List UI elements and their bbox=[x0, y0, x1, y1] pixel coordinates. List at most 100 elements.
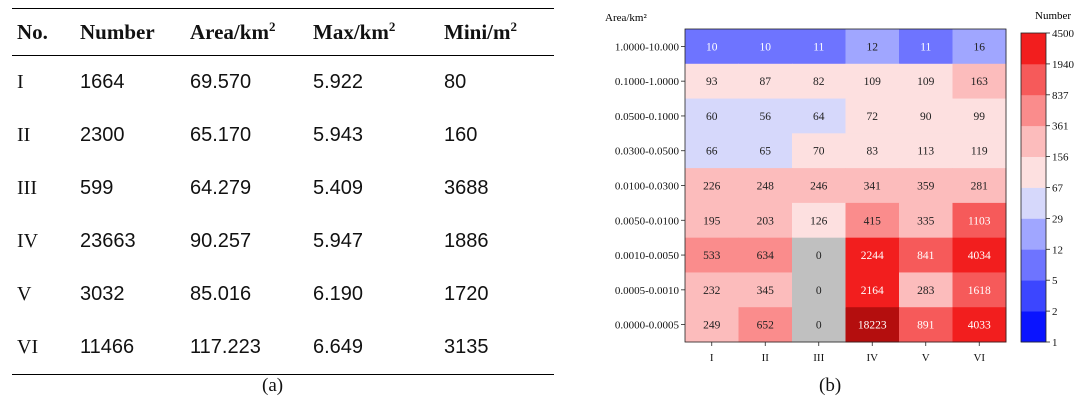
colorbar-segment bbox=[1021, 187, 1046, 219]
cell-value-label: 1103 bbox=[968, 215, 991, 227]
colorbar-tick-label: 361 bbox=[1052, 121, 1069, 133]
colorbar-tick-label: 12 bbox=[1052, 244, 1063, 256]
heatmap-cell bbox=[899, 307, 953, 343]
cell-value-label: 87 bbox=[760, 76, 772, 88]
cell-value-label: 203 bbox=[757, 215, 775, 227]
heatmap-cell bbox=[738, 29, 793, 65]
colorbar-segment bbox=[1021, 218, 1046, 250]
heatmap-cell bbox=[899, 63, 953, 100]
cell-value-label: 1618 bbox=[968, 285, 991, 297]
summary-table: No. Number Area/km2 Max/km2 Mini/m2 I 16… bbox=[12, 8, 554, 375]
cell-value-label: 232 bbox=[703, 285, 721, 297]
colorbar-segment bbox=[1021, 33, 1046, 65]
cell-value-label: 64 bbox=[813, 111, 825, 123]
header-no: No. bbox=[12, 8, 75, 56]
colorbar-tick-label: 1940 bbox=[1052, 59, 1075, 71]
colorbar-segment bbox=[1021, 156, 1046, 188]
x-tick-label: IV bbox=[866, 352, 878, 364]
cell-area: 64.279 bbox=[190, 177, 252, 199]
cell-mini: 1886 bbox=[444, 230, 489, 252]
cell-value-label: 195 bbox=[703, 215, 721, 227]
cell-value-label: 341 bbox=[864, 181, 882, 193]
cell-value-label: 0 bbox=[816, 250, 822, 262]
cell-number: 23663 bbox=[80, 230, 136, 252]
heatmap-cell bbox=[792, 29, 846, 65]
cell-value-label: 10 bbox=[706, 41, 718, 53]
x-tick-label: V bbox=[922, 352, 930, 364]
colorbar-segment bbox=[1021, 311, 1046, 343]
cell-value-label: 4033 bbox=[968, 320, 991, 332]
cell-area: 117.223 bbox=[185, 321, 308, 375]
cell-value-label: 109 bbox=[864, 76, 882, 88]
heatmap-cell bbox=[845, 168, 900, 204]
x-tick-label: VI bbox=[973, 352, 985, 364]
colorbar-segment bbox=[1021, 94, 1046, 127]
cell-area: 90.257 bbox=[190, 230, 252, 252]
colorbar-tick-label: 29 bbox=[1052, 213, 1064, 225]
colorbar-segment bbox=[1021, 125, 1046, 157]
cell-value-label: 65 bbox=[760, 146, 772, 158]
cell-max: 6.649 bbox=[308, 321, 439, 375]
heatmap-cell bbox=[685, 272, 739, 308]
heatmap-cell bbox=[792, 272, 846, 308]
heatmap-cell bbox=[845, 307, 900, 343]
cell-mini: 160 bbox=[444, 124, 478, 146]
y-tick-label: 0.0010-0.0050 bbox=[615, 250, 680, 262]
heatmap-cell bbox=[952, 98, 1007, 134]
heatmap-cell bbox=[952, 63, 1007, 100]
cell-value-label: 99 bbox=[974, 111, 986, 123]
heatmap-cell bbox=[685, 168, 739, 204]
cell-value-label: 345 bbox=[757, 285, 775, 297]
y-tick-label: 0.0100-0.0300 bbox=[615, 181, 680, 193]
heatmap-cell bbox=[845, 98, 900, 134]
cell-value-label: 126 bbox=[810, 215, 828, 227]
header-max: Max/km2 bbox=[308, 8, 439, 56]
cell-number: 2300 bbox=[80, 124, 125, 146]
heatmap-cell bbox=[952, 29, 1007, 65]
heatmap-cell bbox=[952, 133, 1007, 169]
heatmap-cell bbox=[792, 63, 846, 100]
cell-value-label: 72 bbox=[867, 111, 879, 123]
heatmap-cell bbox=[899, 168, 953, 204]
cell-no: IV bbox=[17, 230, 39, 252]
cell-value-label: 0 bbox=[816, 285, 822, 297]
cell-value-label: 841 bbox=[917, 250, 935, 262]
table-header-row: No. Number Area/km2 Max/km2 Mini/m2 bbox=[12, 8, 554, 56]
cell-value-label: 281 bbox=[971, 181, 989, 193]
heatmap-cell bbox=[738, 168, 793, 204]
cell-value-label: 249 bbox=[703, 320, 721, 332]
heatmap-cell bbox=[792, 307, 846, 343]
cell-mini: 3688 bbox=[444, 177, 489, 199]
cell-value-label: 248 bbox=[757, 181, 775, 193]
cell-value-label: 246 bbox=[810, 181, 828, 193]
cell-value-label: 652 bbox=[757, 320, 775, 332]
heatmap-cell bbox=[738, 237, 793, 273]
cell-value-label: 226 bbox=[703, 181, 721, 193]
y-tick-label: 0.0000-0.0005 bbox=[615, 320, 680, 332]
colorbar-tick-label: 67 bbox=[1052, 183, 1064, 195]
heatmap-cell bbox=[685, 63, 739, 100]
cell-max: 5.947 bbox=[313, 230, 364, 252]
heatmap-cell bbox=[952, 237, 1007, 273]
y-tick-label: 0.0005-0.0010 bbox=[615, 285, 680, 297]
cell-number: 1664 bbox=[80, 71, 125, 93]
cell-value-label: 16 bbox=[974, 41, 986, 53]
heatmap-cell bbox=[792, 202, 846, 239]
heatmap-cell bbox=[845, 237, 900, 273]
cell-value-label: 90 bbox=[920, 111, 932, 123]
cell-mini: 3135 bbox=[439, 321, 554, 375]
cell-area: 65.170 bbox=[190, 124, 252, 146]
cell-mini: 80 bbox=[444, 71, 467, 93]
heatmap-cell bbox=[845, 29, 900, 65]
heatmap-cell bbox=[952, 202, 1007, 239]
cell-value-label: 83 bbox=[867, 146, 879, 158]
heatmap-cell bbox=[899, 29, 953, 65]
cell-value-label: 60 bbox=[706, 111, 718, 123]
cell-value-label: 0 bbox=[816, 320, 822, 332]
cell-value-label: 66 bbox=[706, 146, 718, 158]
colorbar-tick-label: 837 bbox=[1052, 90, 1069, 102]
heatmap-cell bbox=[685, 98, 739, 134]
cell-value-label: 109 bbox=[917, 76, 935, 88]
x-tick-label: I bbox=[710, 352, 714, 364]
